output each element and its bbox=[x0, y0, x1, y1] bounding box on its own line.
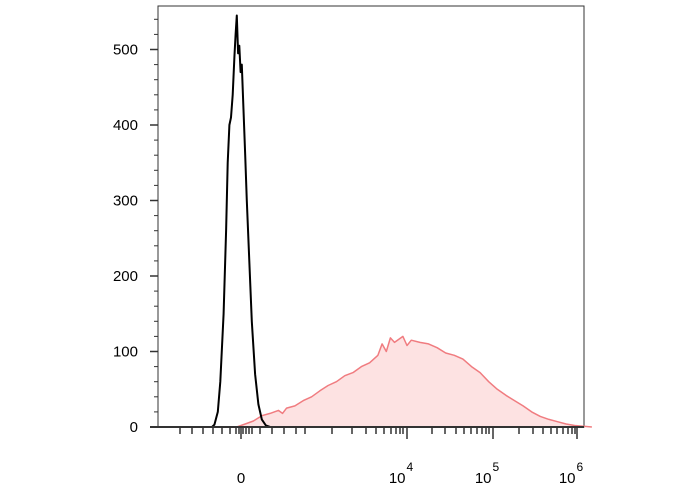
y-tick-label: 200 bbox=[113, 268, 138, 285]
y-axis: 0 100 200 300 400 500 bbox=[113, 6, 159, 436]
x-tick-label: 106 bbox=[559, 460, 584, 487]
y-tick-label: 500 bbox=[113, 42, 138, 59]
x-tick-label: 104 bbox=[389, 460, 414, 487]
x-tick-label: 105 bbox=[475, 460, 500, 487]
stained-series bbox=[236, 335, 592, 428]
control-line bbox=[211, 14, 271, 428]
y-tick-label: 300 bbox=[113, 193, 138, 210]
stained-area bbox=[236, 336, 592, 427]
x-tick-label: 0 bbox=[237, 470, 245, 487]
y-tick-label: 0 bbox=[130, 419, 138, 436]
y-tick-label: 400 bbox=[113, 117, 138, 134]
y-tick-label: 100 bbox=[113, 344, 138, 361]
control-series bbox=[211, 14, 271, 428]
x-axis: 0 104 105 106 bbox=[150, 426, 584, 487]
stained-line bbox=[236, 335, 592, 428]
